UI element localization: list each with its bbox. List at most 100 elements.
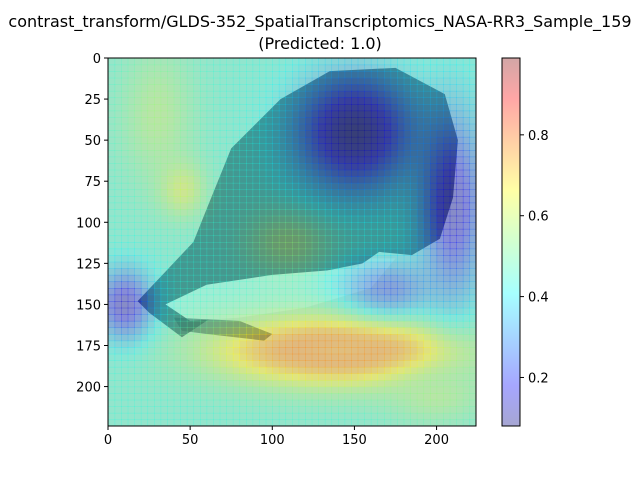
heat-cell <box>114 104 122 112</box>
heat-cell <box>416 261 425 269</box>
heat-cell <box>462 169 471 177</box>
heat-cell <box>443 90 451 99</box>
heat-cell <box>377 255 385 263</box>
heat-cell <box>397 189 405 197</box>
heat-cell <box>272 182 280 191</box>
heat-cell <box>252 307 260 315</box>
heat-cell <box>200 90 208 99</box>
heat-cell <box>423 274 431 283</box>
heat-cell <box>351 360 359 368</box>
heat-cell <box>344 117 352 125</box>
heat-cell <box>226 176 234 184</box>
heat-cell <box>416 399 425 407</box>
heat-cell <box>456 334 464 342</box>
heat-cell <box>344 222 352 230</box>
heat-cell <box>252 314 260 322</box>
heat-cell <box>265 366 273 375</box>
heat-cell <box>344 136 352 145</box>
heat-cell <box>351 347 359 355</box>
heat-cell <box>108 209 116 217</box>
heat-cell <box>298 215 306 223</box>
heat-cell <box>292 419 300 426</box>
heat-cell <box>147 136 155 145</box>
heat-cell <box>252 399 260 407</box>
heat-cell <box>344 406 352 414</box>
heat-cell <box>213 77 221 85</box>
heat-cell <box>246 347 254 355</box>
heat-cell <box>462 117 471 125</box>
heat-cell <box>160 380 168 388</box>
heat-cell <box>351 97 359 105</box>
heat-cell <box>416 123 425 131</box>
heat-cell <box>338 255 346 263</box>
heat-cell <box>140 64 149 72</box>
heat-cell <box>246 104 254 112</box>
heat-cell <box>410 97 418 105</box>
heat-cell <box>351 110 359 118</box>
heat-cell <box>206 196 214 204</box>
heat-cell <box>186 222 195 230</box>
heat-cell <box>390 228 398 237</box>
heat-cell <box>410 307 418 315</box>
heat-cell <box>140 90 149 99</box>
heat-cell <box>121 90 129 99</box>
heat-cell <box>338 110 346 118</box>
heat-cell <box>390 64 398 72</box>
heat-cell <box>390 169 398 177</box>
heat-cell <box>390 104 398 112</box>
heat-cell <box>305 281 313 289</box>
heat-cell <box>259 189 267 197</box>
heat-cell <box>377 380 385 388</box>
heat-cell <box>370 215 379 223</box>
heat-cell <box>259 71 267 79</box>
heat-cell <box>213 150 221 158</box>
heat-cell <box>462 274 471 283</box>
heat-cell <box>397 215 405 223</box>
heat-cell <box>370 248 379 256</box>
heat-cell <box>108 130 116 138</box>
heat-cell <box>403 150 411 158</box>
heat-cell <box>239 261 247 269</box>
heat-cell <box>449 123 457 131</box>
heat-cell <box>403 130 411 138</box>
heat-cell <box>186 419 195 426</box>
heat-cell <box>272 235 280 243</box>
heat-cell <box>200 163 208 171</box>
heat-cell <box>213 71 221 79</box>
heat-cell <box>305 314 313 322</box>
heat-cell <box>213 301 221 309</box>
heat-cell <box>121 281 129 289</box>
heat-cell <box>173 209 181 217</box>
heat-cell <box>390 386 398 394</box>
heat-cell <box>140 182 149 191</box>
heat-cell <box>324 110 333 118</box>
heat-cell <box>416 419 425 426</box>
heat-cell <box>206 327 214 335</box>
heat-cell <box>252 393 260 401</box>
heat-cell <box>114 77 122 85</box>
heat-cell <box>403 182 411 191</box>
heat-cell <box>390 255 398 263</box>
heat-cell <box>311 353 319 361</box>
heat-cell <box>206 117 214 125</box>
heat-cell <box>456 380 464 388</box>
heat-cell <box>462 123 471 131</box>
heat-cell <box>259 386 267 394</box>
heat-cell <box>265 163 273 171</box>
heat-cell <box>430 90 438 99</box>
heat-cell <box>364 255 372 263</box>
heat-cell <box>232 169 241 177</box>
heat-cell <box>324 268 333 276</box>
heat-cell <box>456 84 464 92</box>
heat-cell <box>206 182 214 191</box>
heat-cell <box>364 373 372 381</box>
heat-cell <box>206 301 214 309</box>
heat-cell <box>357 71 365 79</box>
heat-cell <box>357 150 365 158</box>
heat-cell <box>430 340 438 348</box>
heat-cell <box>331 274 339 283</box>
heat-cell <box>232 228 241 237</box>
heat-cell <box>298 386 306 394</box>
heat-cell <box>416 58 425 66</box>
heat-cell <box>430 202 438 210</box>
